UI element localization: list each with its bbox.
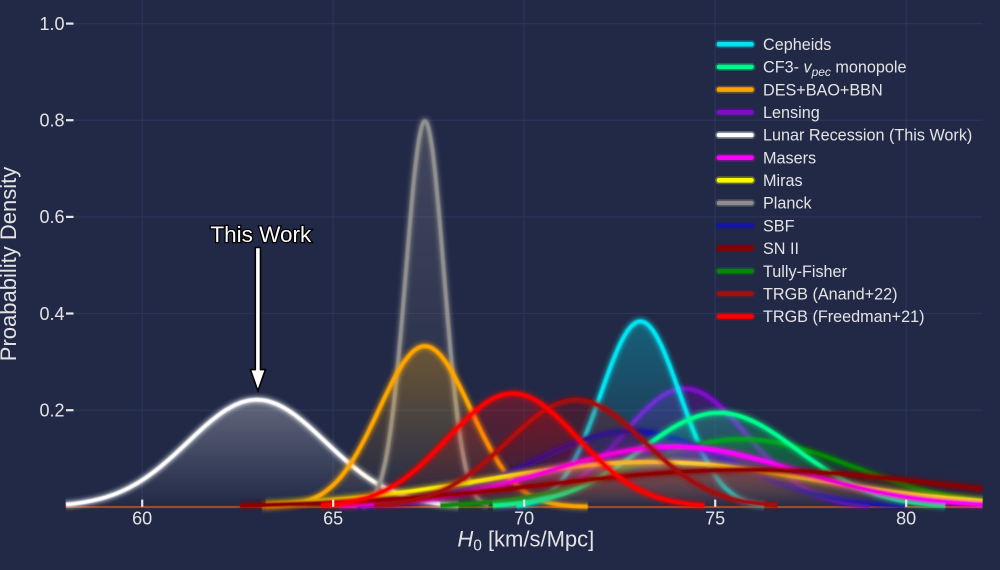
svg-text:DES+BAO+BBN: DES+BAO+BBN [763, 81, 883, 99]
svg-text:65: 65 [323, 508, 343, 528]
svg-text:0.6: 0.6 [39, 207, 64, 227]
svg-text:TRGB (Freedman+21): TRGB (Freedman+21) [763, 308, 924, 326]
svg-text:H0 [km/s/Mpc]: H0 [km/s/Mpc] [457, 526, 594, 554]
svg-text:Lensing: Lensing [763, 104, 820, 122]
svg-text:This Work: This Work [210, 222, 312, 247]
svg-text:Miras: Miras [763, 172, 803, 190]
svg-text:Lunar Recession (This Work): Lunar Recession (This Work) [763, 127, 972, 145]
svg-text:SN II: SN II [763, 240, 799, 258]
svg-text:Planck: Planck [763, 195, 812, 213]
svg-text:SBF: SBF [763, 217, 795, 235]
svg-text:Tully-Fisher: Tully-Fisher [763, 263, 848, 281]
svg-text:0.4: 0.4 [39, 304, 64, 324]
svg-text:TRGB (Anand+22): TRGB (Anand+22) [763, 286, 898, 304]
svg-text:Masers: Masers [763, 149, 816, 167]
svg-text:CF3- vpec monopole: CF3- vpec monopole [763, 59, 907, 80]
svg-text:0.2: 0.2 [39, 401, 64, 421]
svg-text:60: 60 [132, 508, 152, 528]
svg-text:0.8: 0.8 [39, 111, 64, 131]
svg-text:Cepheids: Cepheids [763, 36, 831, 54]
svg-text:Proabability Density: Proabability Density [0, 167, 21, 361]
svg-text:70: 70 [514, 508, 534, 528]
svg-text:1.0: 1.0 [39, 14, 64, 34]
svg-text:75: 75 [705, 508, 725, 528]
svg-text:80: 80 [896, 508, 916, 528]
